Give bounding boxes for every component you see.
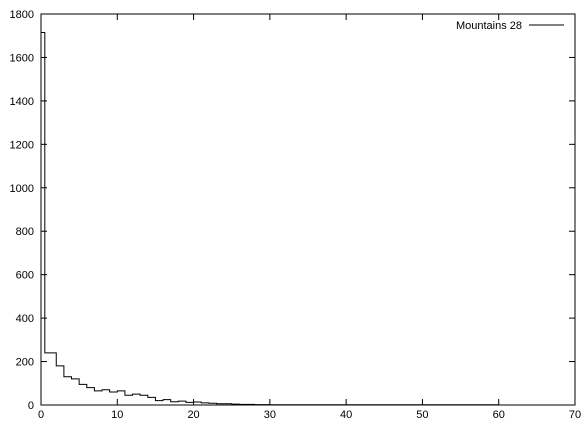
y-tick-label: 400 — [16, 313, 34, 325]
legend-label: Mountains 28 — [456, 20, 522, 32]
plot-frame — [40, 13, 576, 406]
y-tick-label: 800 — [16, 226, 34, 238]
x-tick-label: 40 — [340, 409, 352, 421]
x-tick-label: 30 — [264, 409, 276, 421]
axis-tick-labels: 0 10 20 30 40 50 60 70 0 200 400 600 800 1000 1200 1400… — [10, 9, 582, 421]
x-tick-label: 50 — [416, 409, 428, 421]
y-tick-label: 200 — [16, 357, 34, 369]
x-tick-label: 20 — [187, 409, 199, 421]
y-tick-label: 1800 — [10, 9, 34, 21]
y-tick-label: 600 — [16, 270, 34, 282]
x-tick-label: 60 — [493, 409, 505, 421]
x-tick-label: 0 — [38, 409, 44, 421]
series-line — [40, 31, 537, 406]
legend: Mountains 28 — [456, 20, 564, 32]
y-tick-label: 1400 — [10, 96, 34, 108]
y-tick-label: 1200 — [10, 139, 34, 151]
series-group — [40, 31, 537, 406]
axis-ticks — [40, 13, 576, 406]
y-tick-label: 1000 — [10, 183, 34, 195]
y-tick-label: 0 — [28, 400, 34, 412]
x-tick-label: 10 — [111, 409, 123, 421]
y-tick-label: 1600 — [10, 52, 34, 64]
x-tick-label: 70 — [569, 409, 581, 421]
